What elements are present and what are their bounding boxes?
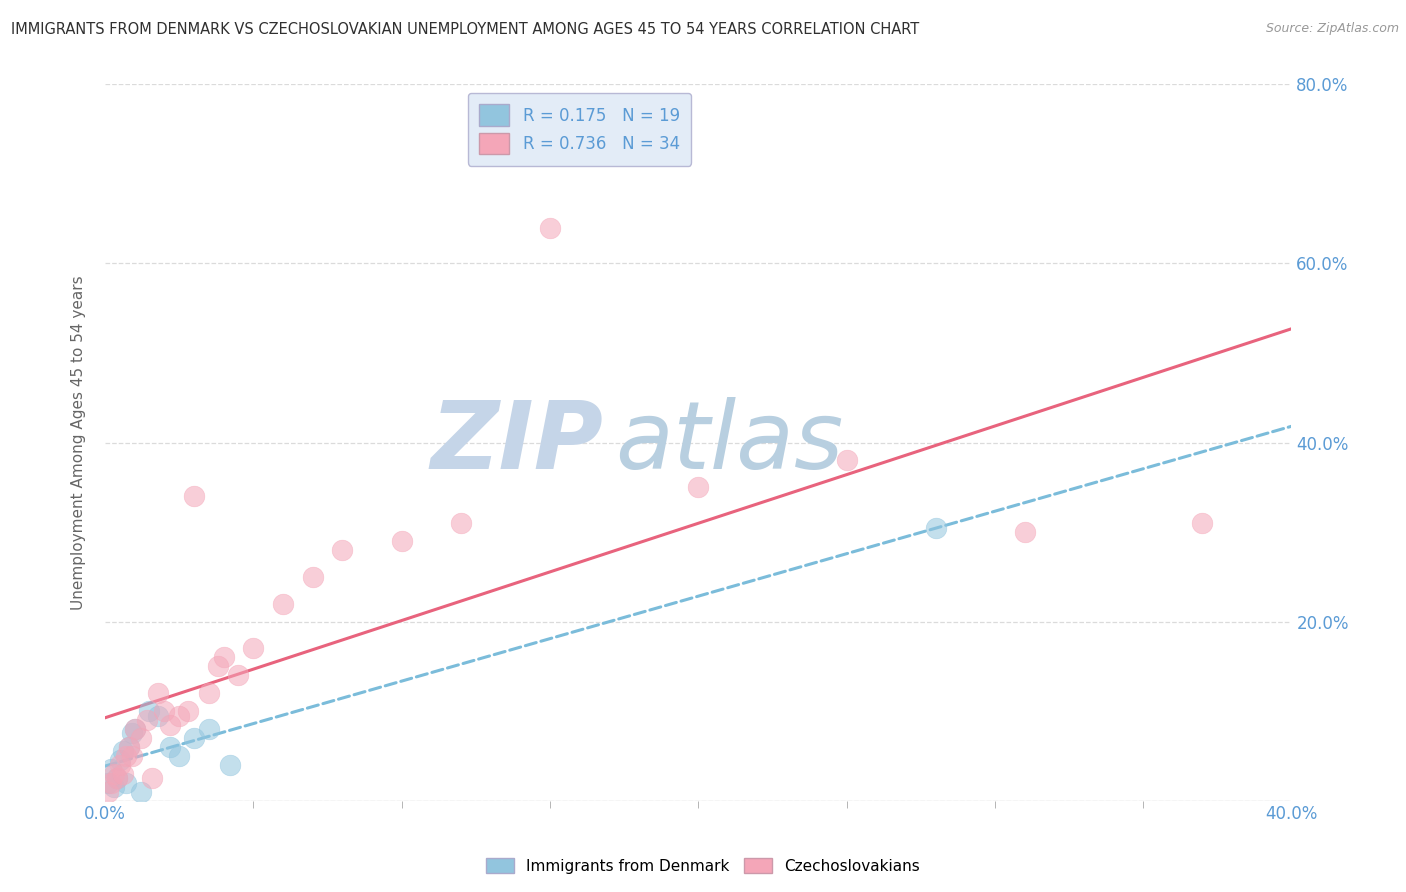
Point xyxy=(124,722,146,736)
Point xyxy=(148,708,170,723)
Point xyxy=(688,480,710,494)
Point xyxy=(121,726,143,740)
Point xyxy=(391,534,413,549)
Legend: R = 0.175   N = 19, R = 0.736   N = 34: R = 0.175 N = 19, R = 0.736 N = 34 xyxy=(468,93,692,166)
Point xyxy=(159,717,181,731)
Point xyxy=(100,775,122,789)
Point xyxy=(1014,524,1036,539)
Text: Source: ZipAtlas.com: Source: ZipAtlas.com xyxy=(1265,22,1399,36)
Point xyxy=(135,713,157,727)
Point xyxy=(114,775,136,789)
Point xyxy=(118,739,141,754)
Point xyxy=(97,775,120,789)
Point xyxy=(538,220,561,235)
Point xyxy=(271,597,294,611)
Point xyxy=(450,516,472,530)
Point xyxy=(111,744,134,758)
Point xyxy=(177,704,200,718)
Point xyxy=(228,668,250,682)
Point xyxy=(167,708,190,723)
Legend: Immigrants from Denmark, Czechoslovakians: Immigrants from Denmark, Czechoslovakian… xyxy=(479,852,927,880)
Point xyxy=(111,766,134,780)
Point xyxy=(159,739,181,754)
Point xyxy=(108,757,131,772)
Point xyxy=(198,686,221,700)
Point xyxy=(103,780,125,795)
Point xyxy=(118,739,141,754)
Point xyxy=(153,704,176,718)
Point xyxy=(183,731,205,745)
Point xyxy=(330,543,353,558)
Point xyxy=(218,757,240,772)
Point xyxy=(97,785,120,799)
Point xyxy=(198,722,221,736)
Point xyxy=(124,722,146,736)
Text: atlas: atlas xyxy=(616,397,844,488)
Point xyxy=(129,785,152,799)
Point xyxy=(114,748,136,763)
Point xyxy=(103,766,125,780)
Point xyxy=(207,659,229,673)
Point xyxy=(242,641,264,656)
Text: IMMIGRANTS FROM DENMARK VS CZECHOSLOVAKIAN UNEMPLOYMENT AMONG AGES 45 TO 54 YEAR: IMMIGRANTS FROM DENMARK VS CZECHOSLOVAKI… xyxy=(11,22,920,37)
Point xyxy=(924,520,946,534)
Point xyxy=(108,753,131,767)
Point xyxy=(1191,516,1213,530)
Point xyxy=(835,453,858,467)
Point xyxy=(138,704,160,718)
Point xyxy=(105,771,128,785)
Point xyxy=(301,570,323,584)
Point xyxy=(121,748,143,763)
Text: ZIP: ZIP xyxy=(430,397,603,489)
Point xyxy=(212,650,235,665)
Point xyxy=(183,489,205,503)
Point xyxy=(141,771,163,785)
Point xyxy=(129,731,152,745)
Point xyxy=(167,748,190,763)
Point xyxy=(148,686,170,700)
Y-axis label: Unemployment Among Ages 45 to 54 years: Unemployment Among Ages 45 to 54 years xyxy=(72,276,86,610)
Point xyxy=(100,762,122,776)
Point xyxy=(105,771,128,785)
